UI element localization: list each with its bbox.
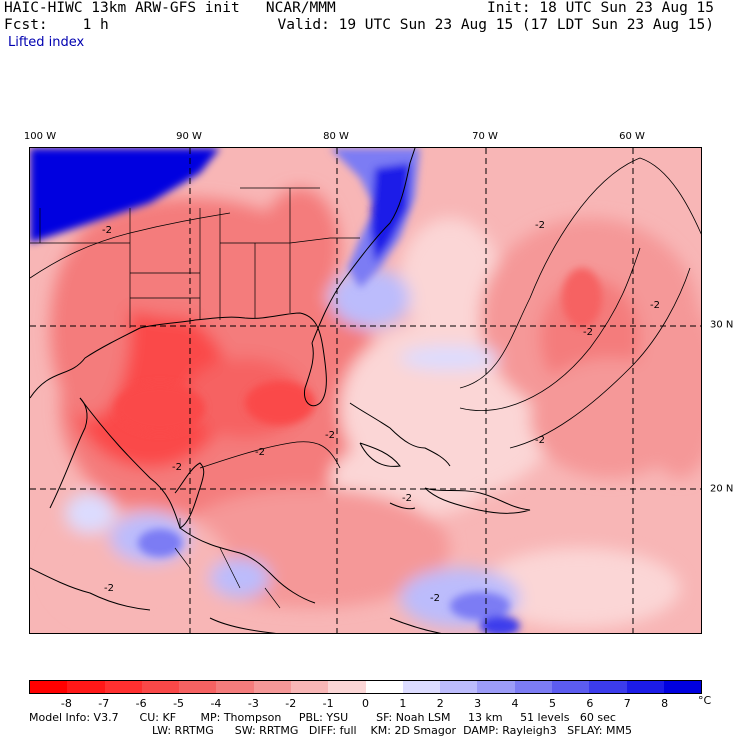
lon-label-80w: 80 W bbox=[323, 131, 349, 142]
lon-label-90w: 90 W bbox=[176, 131, 202, 142]
lat-label-20n: 20 N bbox=[710, 483, 734, 495]
contour-label: -2 bbox=[102, 225, 112, 236]
colorbar-cell bbox=[626, 681, 664, 693]
colorbar-label: 3 bbox=[474, 697, 482, 710]
contour-label-group: -2 -2 -2 -2 -2 -2 -2 -2 -2 -2 -2 bbox=[102, 220, 660, 604]
colorbar-cell bbox=[514, 681, 552, 693]
colorbar-unit: °C bbox=[698, 694, 712, 707]
colorbar-label: 6 bbox=[586, 697, 594, 710]
colorbar-cell bbox=[328, 681, 366, 693]
colorbar-cell bbox=[402, 681, 441, 693]
colorbar-cell bbox=[179, 681, 217, 693]
contour-label: -2 bbox=[535, 220, 545, 231]
lifted-index-map: -2 -2 -2 -2 -2 -2 -2 -2 -2 -2 -2 bbox=[29, 147, 702, 634]
field-shading-strong bbox=[30, 148, 602, 633]
lon-label-70w: 70 W bbox=[472, 131, 498, 142]
contour-lines bbox=[30, 157, 701, 469]
contour-label: -2 bbox=[402, 493, 412, 504]
contour-label: -2 bbox=[650, 300, 660, 311]
political-borders bbox=[30, 187, 360, 609]
contour-label: -2 bbox=[583, 327, 593, 338]
colorbar-cell bbox=[104, 681, 142, 693]
colorbar-label: -3 bbox=[247, 697, 259, 710]
lat-label-30n: 30 N bbox=[710, 319, 734, 331]
colorbar-cell bbox=[551, 681, 590, 693]
contour-label: -2 bbox=[172, 462, 182, 473]
lon-label-60w: 60 W bbox=[619, 131, 645, 142]
lon-label-100w: 100 W bbox=[23, 131, 57, 142]
contour-label: -2 bbox=[325, 430, 335, 441]
colorbar-label: -8 bbox=[60, 697, 72, 710]
colorbar-cell bbox=[440, 681, 478, 693]
model-title: HAIC-HIWC 13km ARW-GFS init NCAR/MMM bbox=[4, 0, 336, 16]
colorbar-label: -1 bbox=[322, 697, 334, 710]
colorbar-cell bbox=[30, 681, 68, 693]
forecast-hour: Fcst: 1 h bbox=[4, 17, 109, 33]
colorbar-label: 1 bbox=[399, 697, 407, 710]
colorbar bbox=[29, 680, 702, 694]
header-left: HAIC-HIWC 13km ARW-GFS init NCAR/MMM Fcs… bbox=[4, 0, 336, 34]
colorbar-cell bbox=[589, 681, 627, 693]
colorbar-label: 0 bbox=[362, 697, 369, 710]
header-right: Init: 18 UTC Sun 23 Aug 15 Valid: 19 UTC… bbox=[278, 0, 715, 34]
colorbar-label: 5 bbox=[548, 697, 556, 710]
colorbar-label: 8 bbox=[661, 697, 669, 710]
colorbar-cell bbox=[141, 681, 180, 693]
colorbar-label: 2 bbox=[436, 697, 444, 710]
colorbar-label: -7 bbox=[98, 697, 110, 710]
coastlines bbox=[30, 148, 531, 633]
contour-label: -2 bbox=[255, 447, 265, 458]
colorbar-label: -4 bbox=[210, 697, 222, 710]
lat-lon-grid bbox=[30, 148, 701, 633]
contour-label: -2 bbox=[430, 593, 440, 604]
colorbar-label: 4 bbox=[511, 697, 519, 710]
colorbar-label: 7 bbox=[623, 697, 631, 710]
map-canvas: -2 -2 -2 -2 -2 -2 -2 -2 -2 -2 -2 bbox=[30, 148, 701, 633]
model-info-line1: Model Info: V3.7 CU: KF MP: Thompson PBL… bbox=[29, 711, 616, 724]
colorbar-label: -2 bbox=[285, 697, 297, 710]
field-name: Lifted index bbox=[8, 35, 85, 50]
model-info-line2: LW: RRTMG SW: RRTMG DIFF: full KM: 2D Sm… bbox=[152, 724, 632, 737]
contour-label: -2 bbox=[535, 435, 545, 446]
colorbar-cell bbox=[663, 681, 702, 693]
colorbar-cell bbox=[253, 681, 291, 693]
colorbar-cell bbox=[216, 681, 254, 693]
init-time: Init: 18 UTC Sun 23 Aug 15 bbox=[487, 0, 714, 16]
colorbar-label: -6 bbox=[135, 697, 147, 710]
colorbar-cell bbox=[365, 681, 403, 693]
valid-time: Valid: 19 UTC Sun 23 Aug 15 (17 LDT Sun … bbox=[277, 17, 715, 33]
colorbar-cell bbox=[290, 681, 329, 693]
colorbar-cell bbox=[477, 681, 515, 693]
colorbar-label: -5 bbox=[173, 697, 185, 710]
contour-label: -2 bbox=[104, 583, 114, 594]
colorbar-cell bbox=[67, 681, 105, 693]
